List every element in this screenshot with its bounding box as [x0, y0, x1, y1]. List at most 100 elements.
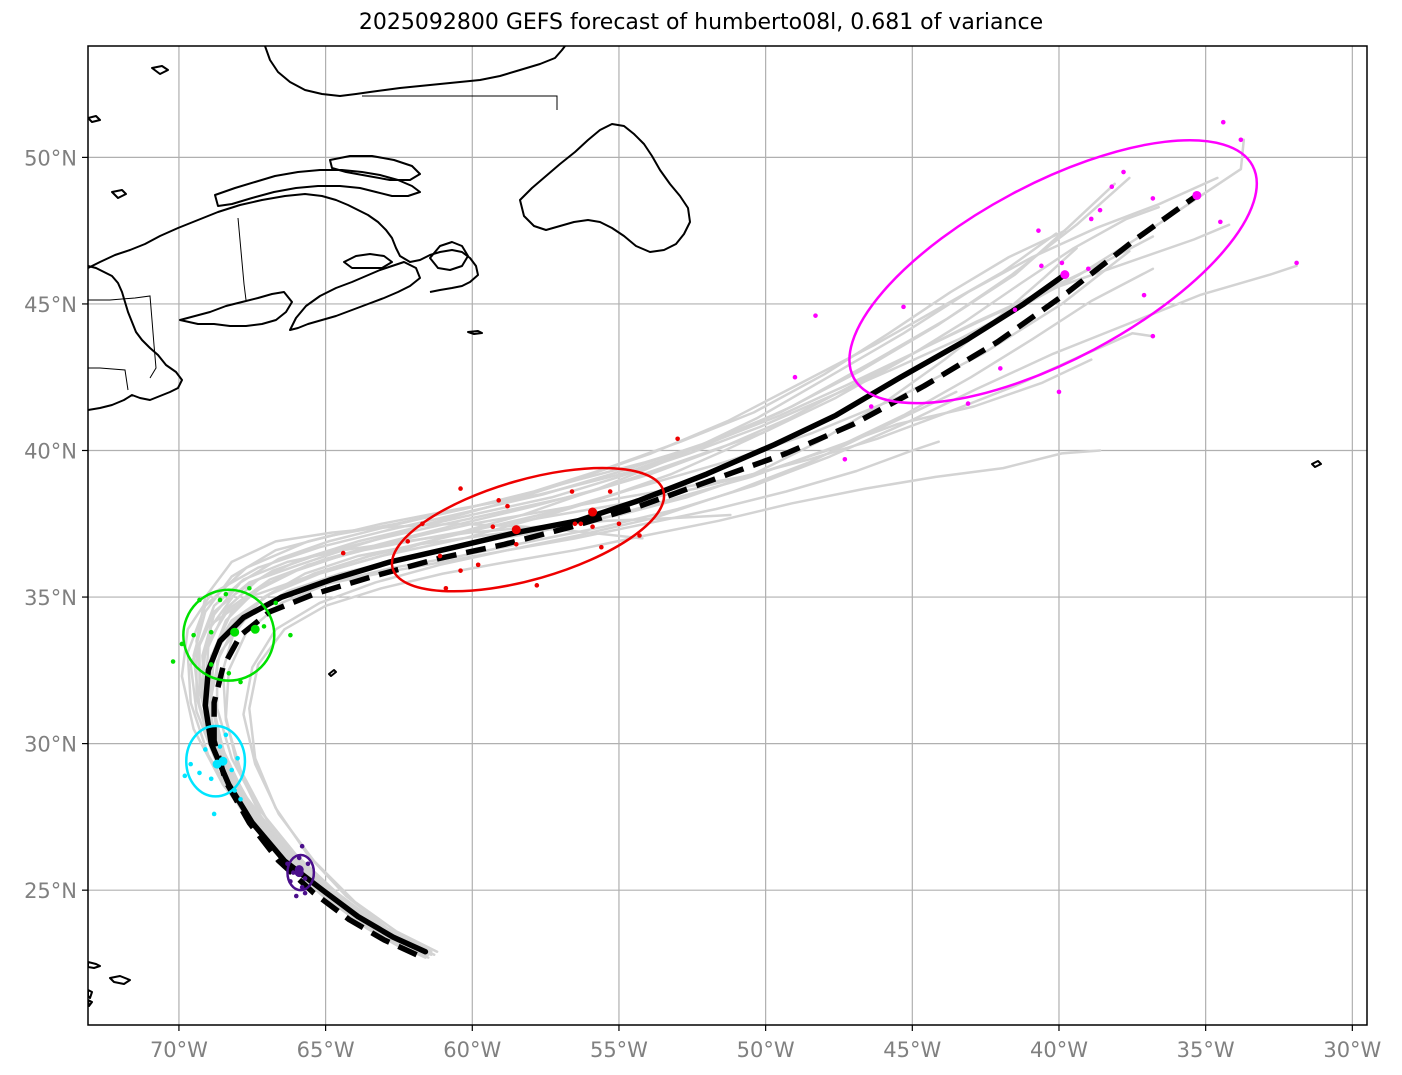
- axis-ticks: 70°W 65°W 60°W 55°W 50°W 45°W 40°W 35°W 30°W 25°N…: [24, 146, 1381, 1062]
- uncertainty-ellipse: [182, 588, 276, 682]
- member-position-dot: [792, 374, 798, 380]
- coastline-islet-1: [151, 65, 169, 75]
- border-labrador: [362, 95, 558, 110]
- member-position-dot: [217, 744, 223, 749]
- member-position-dot: [496, 498, 501, 503]
- x-tick-label: 30°W: [1323, 1038, 1381, 1062]
- member-position-dot: [299, 884, 305, 890]
- member-position-dot: [291, 870, 296, 875]
- uncertainty-ellipse: [390, 466, 666, 593]
- member-position-dot: [637, 533, 642, 538]
- member-position-dot: [208, 662, 214, 667]
- member-track: [242, 390, 958, 953]
- member-position-dot: [223, 732, 229, 738]
- control-position-dot: [218, 756, 228, 766]
- member-position-dot: [405, 539, 411, 544]
- coastline-bermuda: [328, 669, 337, 677]
- coastline-caribbean-2: [109, 975, 131, 985]
- coastline-newfoundland: [519, 123, 691, 253]
- member-position-dot: [235, 755, 240, 761]
- coastline-anticosti: [329, 155, 421, 181]
- member-position-dot: [1012, 307, 1018, 313]
- coastline-sable: [467, 330, 483, 335]
- member-position-dot: [513, 541, 519, 547]
- member-position-dot: [170, 659, 176, 664]
- coastline-pei: [343, 253, 393, 269]
- member-position-dot: [675, 436, 680, 442]
- member-position-dot: [302, 890, 308, 896]
- member-position-dot: [1039, 263, 1044, 269]
- coastline-caribbean-3: [88, 989, 93, 999]
- uncertainty-ellipse: [185, 724, 247, 798]
- member-position-dot: [443, 585, 449, 591]
- y-tick-label: 35°N: [24, 586, 77, 610]
- uncertainty-ellipse: [848, 139, 1259, 405]
- member-position-dot: [305, 861, 311, 867]
- y-tick-label: 45°N: [24, 293, 77, 317]
- member-position-dot: [901, 304, 906, 310]
- member-position-dot: [340, 550, 346, 556]
- member-position-dot: [998, 366, 1003, 371]
- member-position-dot: [1238, 137, 1244, 143]
- border-quebec-nb: [237, 217, 247, 301]
- ensemble-member-tracks: [180, 138, 1298, 959]
- member-position-dot: [1121, 169, 1126, 175]
- member-position-dot: [965, 401, 971, 406]
- coastline-islet-2: [111, 189, 127, 199]
- member-position-dot: [217, 597, 223, 603]
- coastline-new-brunswick: [179, 291, 293, 327]
- control-position-dot: [1192, 190, 1202, 200]
- member-position-dot: [223, 591, 229, 597]
- control-position-dot: [250, 624, 260, 634]
- member-track: [221, 246, 1078, 956]
- y-tick-label: 40°N: [24, 439, 77, 463]
- gridlines: [88, 46, 1367, 1025]
- coastline-new-england: [88, 265, 183, 411]
- member-track: [209, 332, 1155, 956]
- coastline-labrador: [264, 46, 566, 97]
- member-position-dot: [182, 773, 188, 779]
- member-position-dot: [203, 747, 208, 752]
- forecast-position-groups: [170, 119, 1299, 899]
- border-maine: [88, 367, 129, 391]
- member-position-dot: [1088, 216, 1094, 222]
- y-tick-label: 50°N: [24, 146, 77, 170]
- member-track: [248, 449, 1102, 953]
- member-position-dot: [607, 489, 613, 494]
- member-position-dot: [1218, 219, 1223, 225]
- coastline-gaspe: [214, 169, 421, 207]
- member-position-dot: [437, 553, 443, 559]
- member-position-dot: [188, 761, 193, 767]
- member-position-dot: [1059, 260, 1065, 266]
- member-position-dot: [458, 568, 463, 573]
- member-position-dot: [299, 843, 305, 849]
- member-position-dot: [505, 503, 510, 509]
- coastlines: [88, 46, 1322, 1007]
- x-tick-label: 45°W: [883, 1038, 941, 1062]
- member-position-dot: [1109, 184, 1115, 189]
- member-position-dot: [842, 456, 848, 462]
- control-position-dot: [588, 507, 598, 517]
- member-track: [201, 223, 1231, 959]
- member-position-dot: [293, 893, 299, 899]
- chart-title: 2025092800 GEFS forecast of humberto08l,…: [358, 10, 1044, 35]
- border-us-canada: [88, 295, 157, 379]
- coastline-gulf-st-lawrence: [88, 193, 479, 293]
- mean-position-dot: [511, 525, 521, 535]
- member-position-dot: [197, 770, 202, 776]
- coastline-azores: [1311, 460, 1322, 468]
- member-position-dot: [1294, 260, 1299, 266]
- member-position-dot: [238, 679, 243, 685]
- member-position-dot: [1141, 292, 1147, 298]
- coastline-islet-3: [88, 115, 101, 123]
- member-position-dot: [296, 855, 302, 861]
- member-track: [204, 176, 1219, 951]
- member-position-dot: [599, 544, 604, 550]
- x-tick-label: 70°W: [150, 1038, 208, 1062]
- member-position-dot: [273, 600, 279, 606]
- member-position-dot: [813, 313, 818, 318]
- plot-frame: [87, 45, 1368, 1026]
- member-position-dot: [458, 486, 463, 491]
- member-position-dot: [572, 521, 578, 527]
